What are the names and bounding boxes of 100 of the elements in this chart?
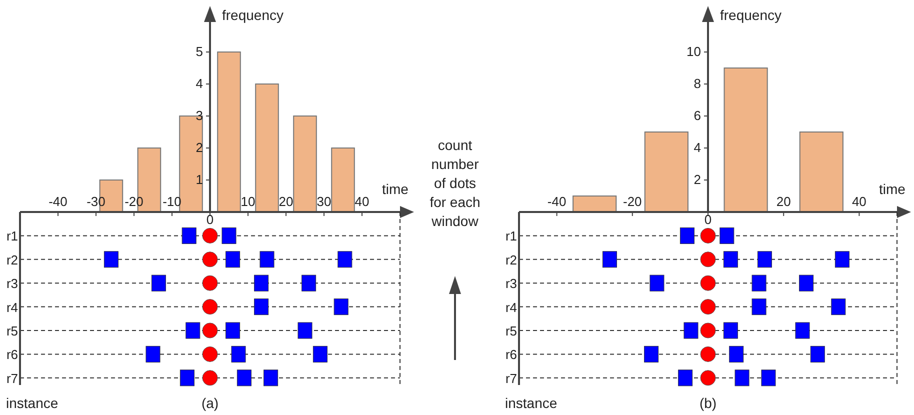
point: [302, 274, 316, 292]
y-tick-label: r1: [505, 228, 517, 244]
y-tick-label: r7: [505, 370, 517, 386]
point: [723, 322, 738, 339]
point: [146, 346, 160, 362]
point: [729, 346, 744, 362]
x-axis-title: time: [879, 181, 906, 197]
point: [795, 322, 810, 339]
x-tick-label: 10: [240, 194, 256, 209]
point: [734, 370, 750, 386]
point: [186, 322, 200, 339]
bar: [217, 52, 241, 212]
point: [202, 299, 218, 315]
x-tick-label: 30: [316, 194, 332, 209]
bar: [644, 132, 688, 212]
y-tick-label: r5: [505, 323, 517, 338]
point: [700, 322, 716, 338]
point: [761, 370, 776, 386]
text: count number of dots for each window: [430, 137, 480, 229]
point: [700, 346, 716, 362]
point: [752, 298, 766, 316]
point: [202, 275, 218, 291]
point: [334, 298, 348, 316]
y-tick-label: 3: [196, 108, 203, 123]
text: (b): [699, 395, 717, 411]
point: [723, 251, 738, 268]
point: [312, 346, 328, 362]
point: [226, 251, 240, 268]
point: [680, 227, 694, 244]
point: [834, 251, 850, 268]
point: [684, 322, 698, 339]
y-axis-title: instance: [6, 395, 58, 411]
y-tick-label: r6: [505, 347, 517, 362]
point: [202, 346, 218, 362]
x-tick-label: 40: [852, 194, 866, 209]
y-tick-label: r7: [6, 370, 18, 386]
y-tick-label: r4: [6, 300, 18, 315]
point: [104, 251, 118, 268]
y-tick-label: r2: [505, 252, 517, 268]
x-tick-label: 40: [354, 194, 370, 209]
point: [650, 274, 664, 292]
bar: [799, 132, 844, 212]
y-tick-label: r1: [6, 228, 18, 244]
point: [254, 298, 269, 316]
point: [202, 252, 218, 268]
point: [254, 274, 269, 292]
y-tick-label: 6: [694, 108, 701, 123]
y-tick-label: 8: [694, 76, 701, 91]
point: [202, 322, 218, 338]
point: [757, 251, 772, 268]
bar: [255, 84, 279, 212]
point: [700, 299, 716, 315]
point: [202, 228, 218, 244]
point: [700, 252, 716, 268]
y-axis-title: frequency: [222, 7, 284, 23]
text: (a): [201, 395, 219, 411]
y-axis-title: instance: [505, 395, 558, 411]
y-axis-title: frequency: [720, 7, 782, 23]
point: [700, 228, 716, 244]
point: [700, 370, 716, 386]
y-tick-label: r4: [505, 300, 517, 315]
point: [831, 298, 846, 316]
point: [338, 251, 352, 268]
point: [799, 274, 814, 292]
bar: [293, 116, 317, 212]
y-tick-label: r5: [6, 323, 18, 338]
y-tick-label: 4: [196, 76, 203, 91]
point: [182, 227, 196, 244]
y-tick-label: r3: [505, 276, 517, 292]
point: [264, 370, 278, 386]
x-tick-label: -40: [48, 194, 68, 209]
bar: [572, 196, 617, 212]
point: [752, 274, 766, 292]
x-axis-title: time: [382, 181, 409, 197]
point: [700, 275, 716, 291]
x-tick-label: -40: [547, 194, 566, 209]
point: [231, 346, 246, 362]
point: [180, 370, 194, 386]
point: [678, 370, 693, 386]
annotation: 0: [206, 212, 214, 227]
point: [151, 274, 166, 292]
point: [260, 251, 274, 268]
y-tick-label: 2: [694, 172, 701, 187]
point: [720, 227, 734, 244]
point: [222, 227, 236, 244]
point: [298, 322, 312, 339]
bar: [331, 148, 355, 212]
y-tick-label: 4: [694, 140, 701, 155]
bar: [724, 68, 768, 212]
y-tick-label: r6: [6, 347, 18, 362]
x-tick-label: 20: [278, 194, 294, 209]
y-tick-label: r3: [6, 276, 18, 292]
point: [236, 370, 252, 386]
y-tick-label: 5: [196, 44, 203, 59]
x-tick-label: -20: [623, 194, 642, 209]
point: [226, 322, 240, 339]
y-tick-label: 10: [686, 44, 701, 59]
annotation: 0: [704, 212, 712, 227]
point: [644, 346, 659, 362]
x-tick-label: 20: [776, 194, 791, 209]
